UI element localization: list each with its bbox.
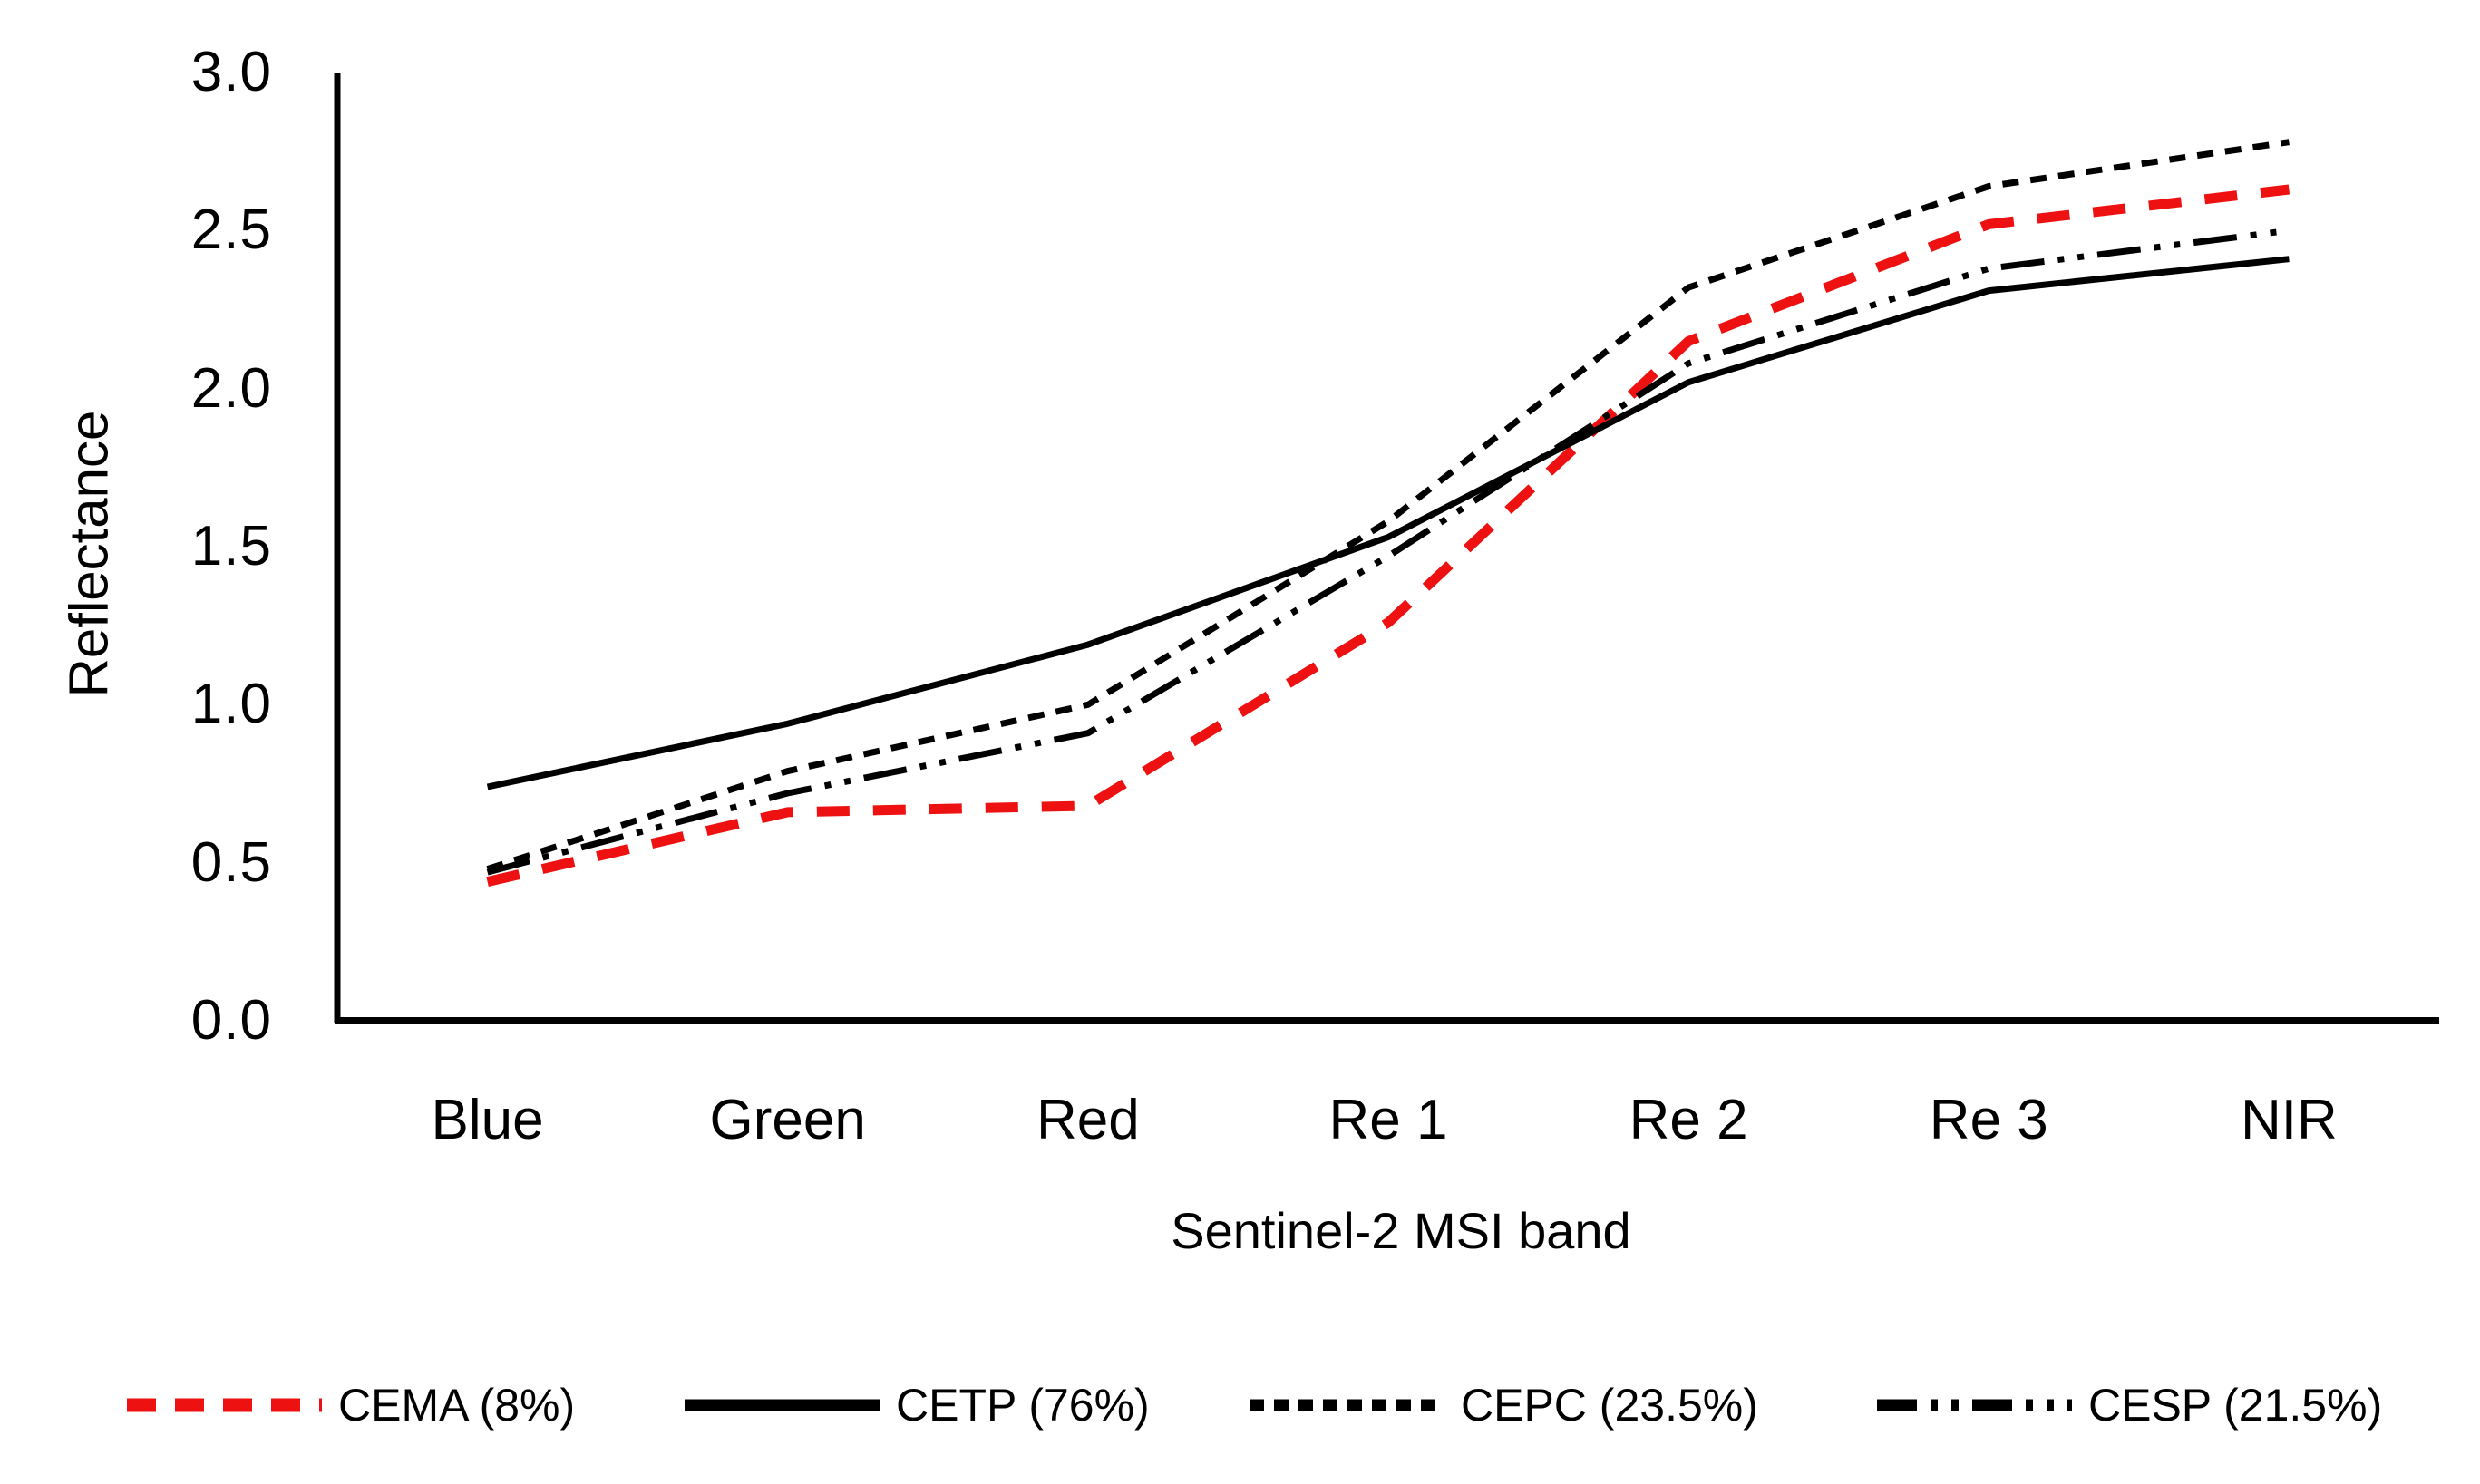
series-line-2 xyxy=(486,139,2290,872)
legend-label: CESP (21.5%) xyxy=(2088,1380,2383,1431)
series-line-1 xyxy=(486,256,2290,790)
series-line-0 xyxy=(486,184,2290,887)
legend-item-cesp: CESP (21.5%) xyxy=(1877,1376,2382,1434)
y-tick-label: 1.5 xyxy=(190,515,272,577)
x-category-label: NIR xyxy=(2241,1089,2338,1151)
y-tick-label: 0.0 xyxy=(190,989,272,1052)
legend-line-sample xyxy=(1250,1399,1444,1411)
series-line-3 xyxy=(486,227,2290,876)
x-category-label: Green xyxy=(709,1089,866,1151)
y-tick-label: 3.0 xyxy=(190,41,272,103)
x-category-label: Blue xyxy=(431,1089,544,1151)
legend-item-cepc: CEPC (23.5%) xyxy=(1250,1376,1758,1434)
legend-item-cetp: CETP (76%) xyxy=(685,1376,1150,1434)
y-tick-label: 2.5 xyxy=(190,199,272,262)
x-category-label: Re 2 xyxy=(1629,1089,1748,1151)
legend-label: CETP (76%) xyxy=(896,1380,1150,1431)
legend-label: CEPC (23.5%) xyxy=(1461,1380,1758,1431)
y-tick-label: 0.5 xyxy=(190,830,272,894)
x-category-label: Re 3 xyxy=(1929,1089,2048,1151)
legend-line-sample xyxy=(127,1398,322,1412)
x-category-label: Red xyxy=(1036,1089,1140,1151)
legend-line-sample xyxy=(1877,1399,2072,1411)
y-axis-title: Reflectance xyxy=(58,410,120,698)
y-tick-label: 2.0 xyxy=(190,356,272,420)
x-category-label: Re 1 xyxy=(1328,1089,1448,1151)
legend-item-cema: CEMA (8%) xyxy=(127,1376,575,1434)
legend-label: CEMA (8%) xyxy=(338,1380,576,1431)
y-tick-label: 1.0 xyxy=(190,673,272,736)
legend-line-sample xyxy=(685,1399,880,1411)
x-axis-title: Sentinel-2 MSI band xyxy=(1171,1202,1631,1259)
